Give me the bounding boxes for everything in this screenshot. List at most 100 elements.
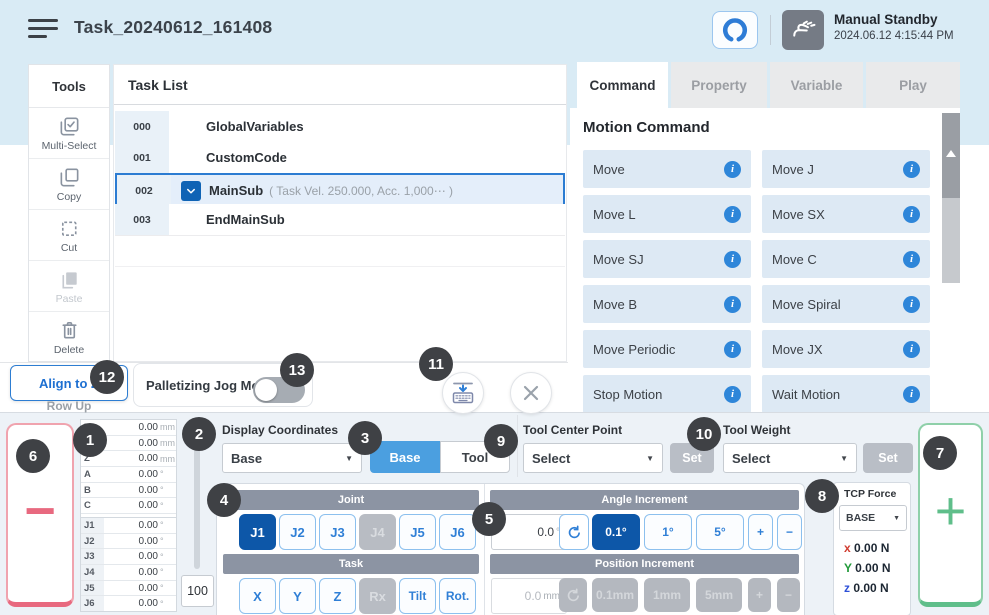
coord-row: B 0.00 ° [81, 483, 176, 499]
info-icon[interactable]: i [903, 340, 920, 358]
jog-button-rot[interactable]: Rot. [439, 578, 476, 614]
info-icon[interactable]: i [903, 295, 920, 313]
speed-slider-track[interactable] [194, 425, 200, 569]
empty-row-divider [115, 266, 565, 267]
speed-value-box[interactable]: 100 [181, 575, 214, 607]
hand-icon [788, 15, 818, 45]
tab-play[interactable]: Play [866, 62, 960, 108]
trash-icon [58, 319, 81, 342]
task-row-detail: ( Task Vel. 250.000, Acc. 1,000⋯ ) [269, 183, 454, 198]
command-stop-motion[interactable]: Stop Motion i [583, 375, 751, 413]
coord-value: 0.00 [138, 484, 158, 496]
robot-status-button[interactable] [712, 11, 758, 49]
annotation-badge-12: 12 [90, 360, 124, 394]
tcp-set-button: Set [670, 443, 714, 473]
info-icon[interactable]: i [724, 250, 741, 268]
segment-base-button[interactable]: Base [370, 441, 440, 473]
command-wait-motion[interactable]: Wait Motion i [762, 375, 930, 413]
status-timestamp: 2024.06.12 4:15:44 PM [834, 30, 954, 42]
angle-step-0.1[interactable]: 0.1° [592, 514, 640, 550]
jog-plus-button[interactable]: + [918, 423, 983, 607]
coord-unit: mm [160, 422, 175, 433]
coord-label: B [84, 484, 91, 496]
info-icon[interactable]: i [724, 340, 741, 358]
command-move-b[interactable]: Move B i [583, 285, 751, 323]
segment-tool-button[interactable]: Tool [440, 441, 510, 473]
tool-center-point-label: Tool Center Point [523, 423, 623, 437]
jog-button-z[interactable]: Z [319, 578, 356, 614]
expand-row-button[interactable] [181, 180, 201, 201]
coord-value: 0.00 [138, 437, 158, 449]
increment-unit: ° [556, 526, 560, 538]
command-label: Move [593, 161, 625, 177]
jog-button-tilt[interactable]: Tilt [399, 578, 436, 614]
jog-button-j5[interactable]: J5 [399, 514, 436, 550]
select-value: Base [231, 450, 263, 466]
command-move-sx[interactable]: Move SX i [762, 195, 930, 233]
task-list-panel: Task List 000 GlobalVariables 001 Custom… [113, 64, 567, 362]
jog-button-j2[interactable]: J2 [279, 514, 316, 550]
command-move-periodic[interactable]: Move Periodic i [583, 330, 751, 368]
task-row-selected[interactable]: 002 MainSub ( Task Vel. 250.000, Acc. 1,… [115, 173, 565, 208]
angle-minus-button[interactable]: − [777, 514, 802, 550]
coord-value: 0.00 [138, 421, 158, 433]
row-up-button[interactable]: Row Up [46, 399, 92, 413]
coord-row: A 0.00 ° [81, 467, 176, 483]
command-move-l[interactable]: Move L i [583, 195, 751, 233]
command-move-jx[interactable]: Move JX i [762, 330, 930, 368]
toggle-knob [255, 379, 277, 401]
info-icon[interactable]: i [724, 385, 741, 403]
info-icon[interactable]: i [903, 250, 920, 268]
command-move[interactable]: Move i [583, 150, 751, 188]
tcp-force-frame-select[interactable]: BASE ▼ [839, 505, 907, 531]
scrollbar-track[interactable] [942, 198, 960, 283]
angle-reset-button[interactable] [559, 514, 589, 550]
tool-item-copy[interactable]: Copy [29, 159, 109, 210]
jog-button-x[interactable]: X [239, 578, 276, 614]
tab-command[interactable]: Command [577, 62, 668, 108]
angle-step-1[interactable]: 1° [644, 514, 692, 550]
info-icon[interactable]: i [903, 385, 920, 403]
angle-step-5[interactable]: 5° [696, 514, 744, 550]
tool-weight-select[interactable]: Select ▼ [723, 443, 857, 473]
task-row[interactable]: 003 EndMainSub [115, 204, 565, 236]
tool-item-multi-select[interactable]: Multi-Select [29, 108, 109, 159]
close-jog-button[interactable] [510, 372, 552, 414]
jog-button-j6[interactable]: J6 [439, 514, 476, 550]
tool-center-point-select[interactable]: Select ▼ [523, 443, 663, 473]
tab-variable[interactable]: Variable [770, 62, 863, 108]
annotation-badge-11: 11 [419, 347, 453, 381]
caret-down-icon: ▼ [893, 514, 900, 522]
coord-unit: ° [160, 469, 164, 480]
tab-property[interactable]: Property [671, 62, 767, 108]
info-icon[interactable]: i [903, 205, 920, 223]
tool-item-cut[interactable]: Cut [29, 210, 109, 261]
task-row[interactable]: 001 CustomCode [115, 142, 565, 174]
annotation-badge-10: 10 [687, 417, 721, 451]
jog-button-j1[interactable]: J1 [239, 514, 276, 550]
coord-label: C [84, 500, 91, 512]
info-icon[interactable]: i [724, 295, 741, 313]
display-coordinates-select[interactable]: Base ▼ [222, 443, 362, 473]
position-increment-header-bar: Position Increment [490, 554, 799, 574]
command-move-j[interactable]: Move J i [762, 150, 930, 188]
info-icon[interactable]: i [724, 160, 741, 178]
caret-down-icon: ▼ [646, 453, 654, 463]
annotation-badge-2: 2 [182, 417, 216, 451]
task-row[interactable]: 000 GlobalVariables [115, 111, 565, 143]
tool-item-delete[interactable]: Delete [29, 312, 109, 363]
angle-plus-button[interactable]: + [748, 514, 773, 550]
info-icon[interactable]: i [724, 205, 741, 223]
info-icon[interactable]: i [903, 160, 920, 178]
command-move-sj[interactable]: Move SJ i [583, 240, 751, 278]
tool-item-paste: Paste [29, 261, 109, 312]
manual-mode-button[interactable] [782, 10, 824, 50]
menu-icon[interactable] [28, 19, 58, 41]
virtual-keyboard-button[interactable] [442, 372, 484, 414]
jog-button-j3[interactable]: J3 [319, 514, 356, 550]
command-move-spiral[interactable]: Move Spiral i [762, 285, 930, 323]
command-move-c[interactable]: Move C i [762, 240, 930, 278]
command-label: Move B [593, 296, 638, 312]
scrollbar-thumb[interactable] [942, 113, 960, 198]
jog-button-y[interactable]: Y [279, 578, 316, 614]
